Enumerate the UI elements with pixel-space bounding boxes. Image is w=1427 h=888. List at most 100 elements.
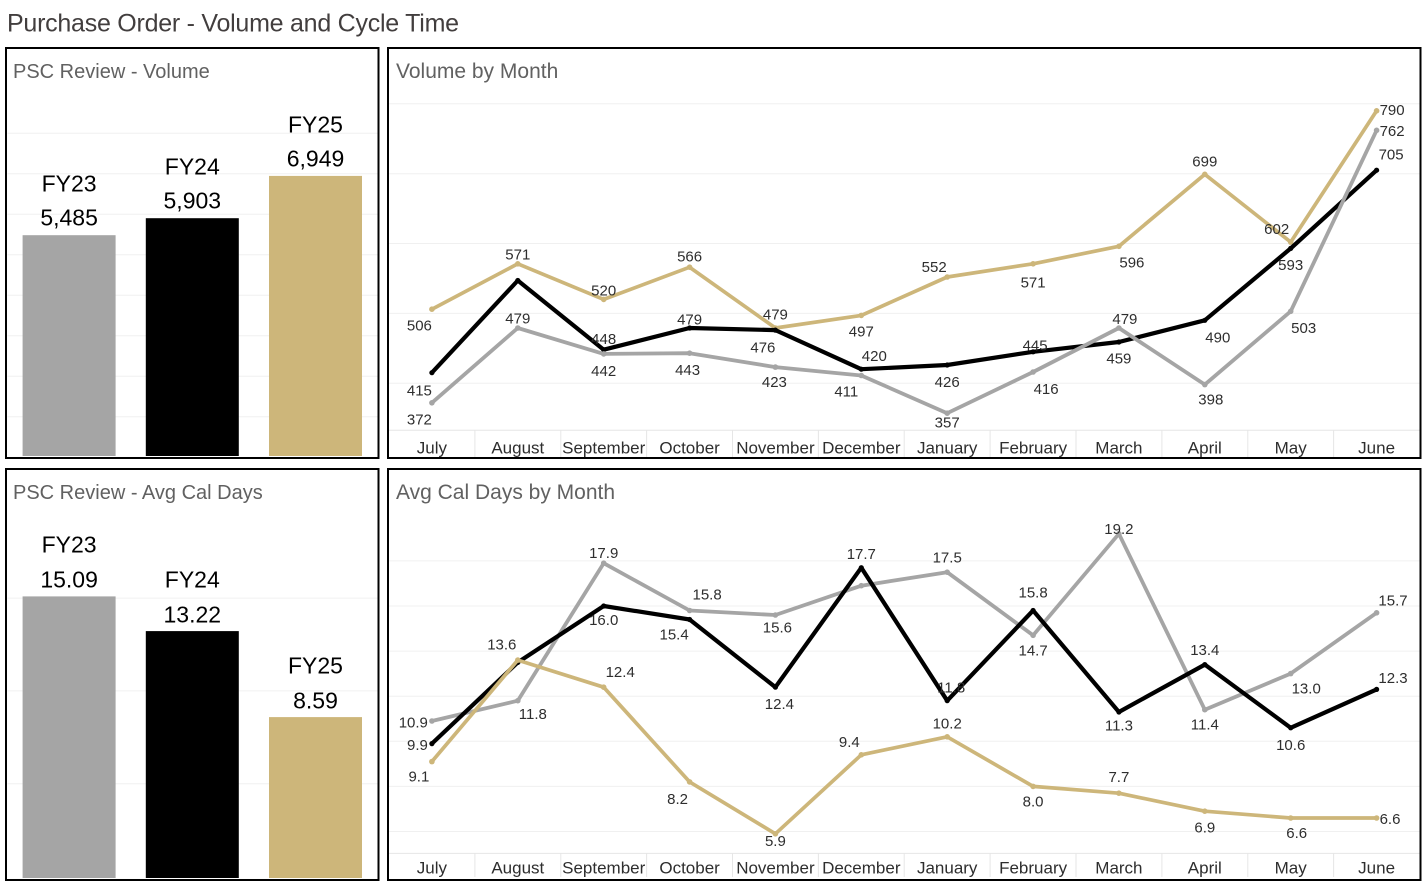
svg-text:5.9: 5.9 xyxy=(765,833,786,850)
svg-text:571: 571 xyxy=(1021,275,1046,292)
svg-text:FY25: FY25 xyxy=(288,652,343,678)
svg-text:July: July xyxy=(417,439,448,458)
svg-text:602: 602 xyxy=(1264,221,1289,238)
svg-text:October: October xyxy=(659,859,720,878)
svg-text:5,903: 5,903 xyxy=(164,188,222,214)
svg-text:April: April xyxy=(1188,439,1222,458)
svg-text:May: May xyxy=(1275,859,1308,878)
svg-text:8.2: 8.2 xyxy=(667,791,688,808)
svg-text:Volume by Month: Volume by Month xyxy=(396,60,558,83)
svg-text:11.4: 11.4 xyxy=(1191,717,1219,734)
svg-text:13.0: 13.0 xyxy=(1292,681,1321,698)
svg-text:459: 459 xyxy=(1106,351,1131,368)
svg-text:420: 420 xyxy=(862,348,887,365)
svg-text:372: 372 xyxy=(407,412,432,429)
svg-text:August: August xyxy=(491,439,544,458)
svg-text:September: September xyxy=(562,439,645,458)
svg-text:415: 415 xyxy=(407,383,432,400)
svg-text:Avg Cal Days by Month: Avg Cal Days by Month xyxy=(396,481,615,504)
svg-text:596: 596 xyxy=(1119,255,1144,272)
svg-text:426: 426 xyxy=(935,374,960,391)
svg-text:479: 479 xyxy=(1112,311,1137,328)
svg-text:January: January xyxy=(917,859,978,878)
svg-text:10.6: 10.6 xyxy=(1276,737,1305,754)
svg-text:17.9: 17.9 xyxy=(589,545,618,562)
svg-text:15.4: 15.4 xyxy=(659,627,688,644)
svg-text:445: 445 xyxy=(1023,337,1048,354)
svg-text:552: 552 xyxy=(922,259,947,276)
svg-text:7.7: 7.7 xyxy=(1108,769,1129,786)
svg-text:Purchase Order - Volume and Cy: Purchase Order - Volume and Cycle Time xyxy=(7,10,459,38)
svg-text:5,485: 5,485 xyxy=(40,205,98,231)
svg-text:15.09: 15.09 xyxy=(40,567,98,593)
svg-text:8.59: 8.59 xyxy=(293,687,338,713)
svg-text:566: 566 xyxy=(677,249,702,266)
svg-text:March: March xyxy=(1095,859,1142,878)
svg-text:17.5: 17.5 xyxy=(933,550,962,567)
svg-text:442: 442 xyxy=(591,363,616,380)
svg-text:June: June xyxy=(1358,859,1395,878)
svg-text:479: 479 xyxy=(505,310,530,327)
svg-text:March: March xyxy=(1095,439,1142,458)
svg-text:9.1: 9.1 xyxy=(408,769,429,786)
svg-text:15.8: 15.8 xyxy=(1018,585,1047,602)
svg-text:12.4: 12.4 xyxy=(765,696,794,713)
svg-text:490: 490 xyxy=(1205,329,1230,346)
svg-text:416: 416 xyxy=(1034,381,1059,398)
svg-text:17.7: 17.7 xyxy=(847,546,876,563)
svg-text:FY24: FY24 xyxy=(165,154,220,180)
svg-text:443: 443 xyxy=(675,362,700,379)
svg-text:FY25: FY25 xyxy=(288,111,343,137)
svg-text:15.8: 15.8 xyxy=(692,587,721,604)
svg-text:6.9: 6.9 xyxy=(1194,820,1215,837)
svg-text:476: 476 xyxy=(750,339,775,356)
svg-text:November: November xyxy=(736,859,815,878)
svg-text:12.4: 12.4 xyxy=(606,664,635,681)
svg-text:December: December xyxy=(822,439,901,458)
svg-text:February: February xyxy=(999,859,1068,878)
svg-text:October: October xyxy=(659,439,720,458)
svg-text:FY23: FY23 xyxy=(42,171,97,197)
svg-text:PSC Review - Avg Cal Days: PSC Review - Avg Cal Days xyxy=(13,482,263,504)
svg-text:593: 593 xyxy=(1278,257,1303,274)
svg-text:398: 398 xyxy=(1198,392,1223,409)
svg-text:10.2: 10.2 xyxy=(933,715,962,732)
svg-text:August: August xyxy=(491,859,544,878)
svg-text:13.6: 13.6 xyxy=(487,637,516,654)
svg-text:506: 506 xyxy=(407,318,432,335)
svg-text:FY23: FY23 xyxy=(42,532,97,558)
svg-text:571: 571 xyxy=(505,246,530,263)
svg-text:May: May xyxy=(1275,439,1308,458)
svg-text:479: 479 xyxy=(763,307,788,324)
svg-text:8.0: 8.0 xyxy=(1023,793,1044,810)
svg-text:503: 503 xyxy=(1291,320,1316,337)
svg-text:762: 762 xyxy=(1380,123,1405,140)
svg-text:699: 699 xyxy=(1192,153,1217,170)
svg-text:6,949: 6,949 xyxy=(287,145,345,171)
svg-text:12.3: 12.3 xyxy=(1378,670,1407,687)
svg-text:PSC Review - Volume: PSC Review - Volume xyxy=(13,61,210,83)
svg-text:February: February xyxy=(999,439,1068,458)
svg-text:January: January xyxy=(917,439,978,458)
svg-text:497: 497 xyxy=(849,324,874,341)
svg-text:9.4: 9.4 xyxy=(839,734,860,751)
svg-text:411: 411 xyxy=(834,384,858,401)
svg-text:790: 790 xyxy=(1380,102,1405,119)
svg-text:11.8: 11.8 xyxy=(519,706,547,723)
svg-text:10.9: 10.9 xyxy=(399,715,428,732)
svg-text:9.9: 9.9 xyxy=(407,737,428,754)
svg-text:November: November xyxy=(736,439,815,458)
svg-text:16.0: 16.0 xyxy=(589,612,618,629)
svg-text:15.6: 15.6 xyxy=(763,620,792,637)
svg-text:705: 705 xyxy=(1379,147,1404,164)
svg-text:September: September xyxy=(562,859,645,878)
svg-text:357: 357 xyxy=(935,415,960,432)
svg-text:6.6: 6.6 xyxy=(1380,811,1401,828)
svg-text:13.22: 13.22 xyxy=(164,601,222,627)
svg-text:479: 479 xyxy=(677,312,702,329)
svg-text:FY24: FY24 xyxy=(165,566,220,592)
svg-text:April: April xyxy=(1188,859,1222,878)
svg-text:6.6: 6.6 xyxy=(1286,825,1307,842)
svg-text:19.2: 19.2 xyxy=(1104,521,1133,538)
svg-text:14.7: 14.7 xyxy=(1018,642,1047,659)
